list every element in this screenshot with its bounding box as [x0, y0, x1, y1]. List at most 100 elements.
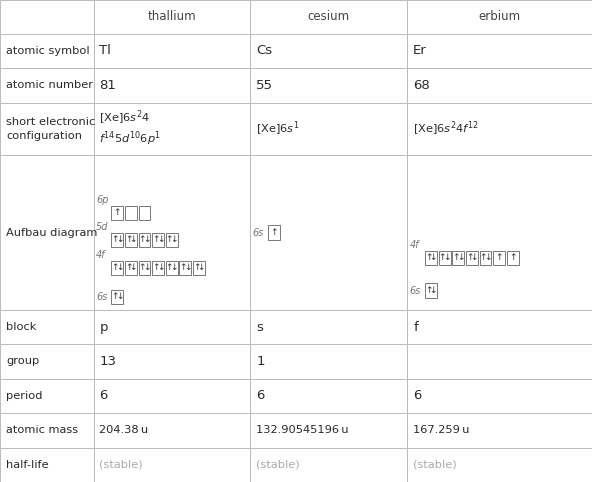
Bar	[94, 448, 250, 482]
Text: 6: 6	[256, 389, 265, 402]
Bar	[407, 448, 592, 482]
Bar	[407, 310, 592, 344]
Text: period: period	[6, 391, 43, 401]
Text: ↑: ↑	[480, 253, 487, 262]
Text: atomic number: atomic number	[6, 80, 93, 91]
Text: ↑: ↑	[152, 263, 159, 272]
Text: 4f: 4f	[410, 240, 419, 250]
Text: 167.259 u: 167.259 u	[413, 425, 469, 435]
Text: [Xe]6$s^2$4$f^{12}$: [Xe]6$s^2$4$f^{12}$	[413, 120, 480, 138]
Text: $f^{14}$5$d^{10}$6$p^1$: $f^{14}$5$d^{10}$6$p^1$	[99, 129, 162, 148]
Text: ↓: ↓	[130, 263, 137, 272]
Text: ↓: ↓	[116, 263, 123, 272]
Bar	[94, 344, 250, 379]
Bar	[407, 103, 592, 155]
Text: ↓: ↓	[116, 235, 123, 244]
Bar	[466, 251, 478, 265]
Text: ↓: ↓	[157, 263, 164, 272]
Bar	[250, 448, 407, 482]
Text: cesium: cesium	[308, 11, 350, 23]
Bar	[250, 34, 407, 68]
Bar	[407, 413, 592, 448]
Text: block: block	[6, 322, 36, 332]
Text: f: f	[413, 321, 418, 334]
Bar	[0, 379, 94, 413]
Text: ↓: ↓	[157, 235, 164, 244]
Bar	[139, 261, 150, 275]
Text: 6s: 6s	[253, 228, 264, 238]
Bar	[94, 379, 250, 413]
Text: ↑: ↑	[111, 263, 118, 272]
Bar	[94, 413, 250, 448]
Bar	[407, 344, 592, 379]
Bar	[250, 344, 407, 379]
Bar	[0, 413, 94, 448]
Text: 55: 55	[256, 79, 274, 92]
Text: 204.38 u: 204.38 u	[99, 425, 149, 435]
Text: ↓: ↓	[443, 253, 451, 262]
Text: erbium: erbium	[478, 11, 521, 23]
Text: atomic mass: atomic mass	[6, 425, 78, 435]
Text: (stable): (stable)	[99, 460, 143, 470]
Text: ↓: ↓	[457, 253, 464, 262]
Bar	[166, 261, 178, 275]
Text: ↑: ↑	[166, 263, 173, 272]
Text: ↑: ↑	[425, 286, 432, 295]
Text: ↑: ↑	[439, 253, 446, 262]
Text: 1: 1	[256, 355, 265, 368]
Text: ↑: ↑	[271, 228, 278, 237]
Bar	[250, 155, 407, 310]
Text: ↓: ↓	[170, 235, 178, 244]
Bar	[94, 310, 250, 344]
Text: ↓: ↓	[184, 263, 191, 272]
Text: (stable): (stable)	[256, 460, 300, 470]
Bar	[507, 251, 519, 265]
Text: ↑: ↑	[496, 253, 503, 262]
Text: 132.90545196 u: 132.90545196 u	[256, 425, 349, 435]
Text: [Xe]6$s^2$4: [Xe]6$s^2$4	[99, 108, 150, 127]
Bar	[125, 233, 137, 247]
Text: ↑: ↑	[111, 292, 118, 301]
Bar	[407, 68, 592, 103]
Text: Cs: Cs	[256, 44, 272, 57]
Text: ↑: ↑	[509, 253, 516, 262]
Text: ↑: ↑	[139, 263, 146, 272]
Bar	[407, 379, 592, 413]
Bar	[111, 233, 123, 247]
Bar	[425, 251, 437, 265]
Bar	[111, 206, 123, 220]
Bar	[480, 251, 491, 265]
Bar	[0, 103, 94, 155]
Text: group: group	[6, 357, 39, 366]
Text: 6s: 6s	[96, 292, 107, 302]
Bar	[250, 68, 407, 103]
Text: 6p: 6p	[96, 195, 108, 205]
Text: ↑: ↑	[166, 235, 173, 244]
Text: atomic symbol: atomic symbol	[6, 46, 89, 56]
Bar	[111, 261, 123, 275]
Text: ↑: ↑	[466, 253, 473, 262]
Bar	[94, 0, 250, 34]
Bar	[0, 34, 94, 68]
Text: p: p	[99, 321, 108, 334]
Bar	[250, 103, 407, 155]
Text: 4f: 4f	[96, 250, 105, 260]
Bar	[407, 155, 592, 310]
Text: ↑: ↑	[139, 235, 146, 244]
Text: Tl: Tl	[99, 44, 111, 57]
Bar	[0, 155, 94, 310]
Bar	[439, 251, 451, 265]
Text: ↓: ↓	[170, 263, 178, 272]
Bar	[250, 413, 407, 448]
Bar	[452, 251, 464, 265]
Bar	[139, 206, 150, 220]
Text: ↓: ↓	[484, 253, 491, 262]
Text: ↑: ↑	[111, 235, 118, 244]
Text: ↓: ↓	[143, 263, 150, 272]
Bar	[94, 103, 250, 155]
Bar	[125, 261, 137, 275]
Bar	[0, 448, 94, 482]
Text: ↑: ↑	[152, 235, 159, 244]
Bar	[0, 68, 94, 103]
Bar	[0, 0, 94, 34]
